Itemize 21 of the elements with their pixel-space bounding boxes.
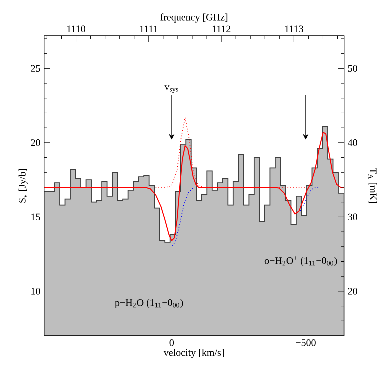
x-axis-title: velocity [km/s]: [164, 349, 224, 358]
x2-tick-label: 1110: [68, 26, 86, 32]
y2-axis-title: T$_{A}$ [mK]: [368, 168, 378, 204]
y2-tick-label: 40: [348, 140, 358, 146]
y-axis-title: S$_{ν}$ [Jy/b]: [18, 169, 28, 203]
y-tick-label: 25: [31, 65, 40, 72]
x-tick-label: −500: [296, 340, 316, 346]
y2-tick-label: 20: [348, 288, 358, 295]
x2-tick-label: 1113: [285, 26, 304, 32]
annotation: v$_{sys}$: [164, 86, 178, 94]
y-tick-label: 15: [32, 214, 40, 221]
y-tick-label: 20: [31, 140, 40, 146]
x2-tick-label: 1111: [140, 26, 158, 32]
annotation: p−H$_{2}$O (1$_{11}$−0$_{00}$): [115, 299, 184, 308]
x2-tick-label: 1112: [212, 26, 231, 32]
y-tick-label: 10: [32, 288, 40, 295]
text: o−H$_{2}$O$^{+}$ (1$_{11}$−0$_{00}$): [264, 256, 338, 266]
x-tick-label: 0: [170, 340, 174, 346]
x2-axis-title: frequency [GHz]: [160, 14, 228, 23]
y2-tick-label: 50: [348, 65, 358, 72]
y2-tick-label: 30: [348, 214, 358, 221]
